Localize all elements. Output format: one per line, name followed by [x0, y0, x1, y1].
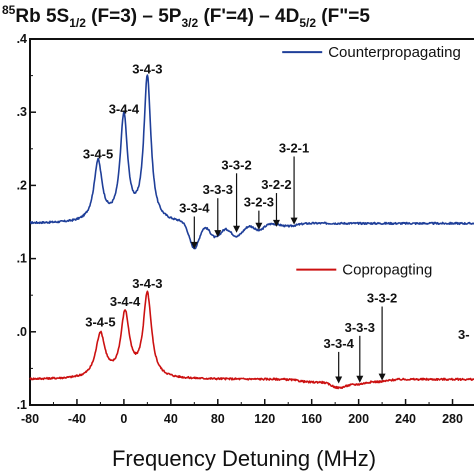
title-subscript-3: 5/2 — [299, 16, 316, 30]
transition-arrow-head — [290, 217, 298, 225]
transition-label: 3-3-2 — [221, 157, 251, 172]
transition-arrow-head — [335, 376, 343, 384]
peak-label: 3-4-5 — [83, 146, 113, 161]
title-text-4: (F"=5 — [316, 6, 370, 27]
x-tick-label: 200 — [348, 412, 369, 426]
x-tick-label: -40 — [68, 412, 86, 426]
y-tick-label: .1 — [17, 252, 27, 266]
transition-label: 3-2-1 — [279, 140, 309, 155]
transition-arrow-head — [356, 375, 364, 383]
title-text-3: (F'=4) – 4D — [198, 6, 299, 27]
x-tick-label: 40 — [164, 412, 178, 426]
legend: Counterpropagating Copropagting — [282, 44, 461, 279]
title-subscript-2: 3/2 — [181, 16, 198, 30]
transition-label: 3-2-2 — [261, 177, 291, 192]
peak-label: 3-4-3 — [132, 61, 162, 76]
series-line-copropagating — [29, 290, 474, 390]
x-tick-label: 80 — [211, 412, 225, 426]
chart-title: 85Rb 5S1/2 (F=3) – 5P3/2 (F'=4) – 4D5/2 … — [2, 3, 370, 30]
peak-label: 3-4-5 — [85, 315, 115, 330]
transition-label: 3-3-2 — [367, 291, 397, 306]
y-tick-label: .3 — [17, 105, 27, 119]
x-tick-label: 240 — [395, 412, 416, 426]
x-axis-label: Frequency Detuning (MHz) — [112, 446, 376, 471]
svg-text:85Rb 5S1/2 (F=3) – 5P3/2 (F'=4: 85Rb 5S1/2 (F=3) – 5P3/2 (F'=4) – 4D5/2 … — [2, 3, 370, 30]
transition-arrow-head — [190, 241, 198, 249]
annotation-layer: 3-4-53-4-43-4-33-3-43-3-33-3-23-2-33-2-2… — [83, 61, 470, 384]
y-tick-label: .1 — [17, 398, 27, 412]
transition-label-cut: 3- — [458, 327, 470, 342]
legend-label: Counterpropagating — [328, 44, 461, 61]
x-axis: -80 -40 0 40 80 120 160 200 240 280 — [21, 399, 463, 426]
peak-label: 3-4-3 — [132, 276, 162, 291]
series-line-counterpropagating — [29, 74, 474, 250]
transition-arrow-head — [255, 222, 263, 230]
transition-arrow-head — [378, 373, 386, 381]
x-tick-label: 280 — [442, 412, 463, 426]
x-tick-label: 0 — [120, 412, 127, 426]
title-subscript-1: 1/2 — [69, 16, 86, 30]
y-tick-label: .0 — [17, 325, 27, 339]
transition-label: 3-3-3 — [345, 320, 375, 335]
title-superscript: 85 — [2, 3, 16, 17]
transition-arrow-head — [272, 219, 280, 227]
title-text-1: Rb 5S — [15, 6, 69, 27]
transition-arrow-head — [233, 225, 241, 233]
peak-label: 3-4-4 — [110, 294, 141, 309]
x-tick-label: 120 — [254, 412, 275, 426]
y-tick-label: .2 — [17, 178, 27, 192]
peak-label: 3-4-4 — [109, 102, 140, 117]
x-tick-label: 160 — [301, 412, 322, 426]
legend-label: Copropagting — [342, 262, 432, 279]
y-tick-label: .4 — [17, 32, 27, 46]
transition-arrow-head — [214, 230, 222, 238]
series-layer — [29, 74, 474, 390]
transition-label: 3-3-4 — [323, 336, 354, 351]
transition-label: 3-2-3 — [244, 195, 274, 210]
transition-label: 3-3-3 — [203, 182, 233, 197]
title-text-2: (F=3) – 5P — [86, 6, 182, 27]
x-tick-label: -80 — [21, 412, 39, 426]
transition-label: 3-3-4 — [179, 200, 210, 215]
